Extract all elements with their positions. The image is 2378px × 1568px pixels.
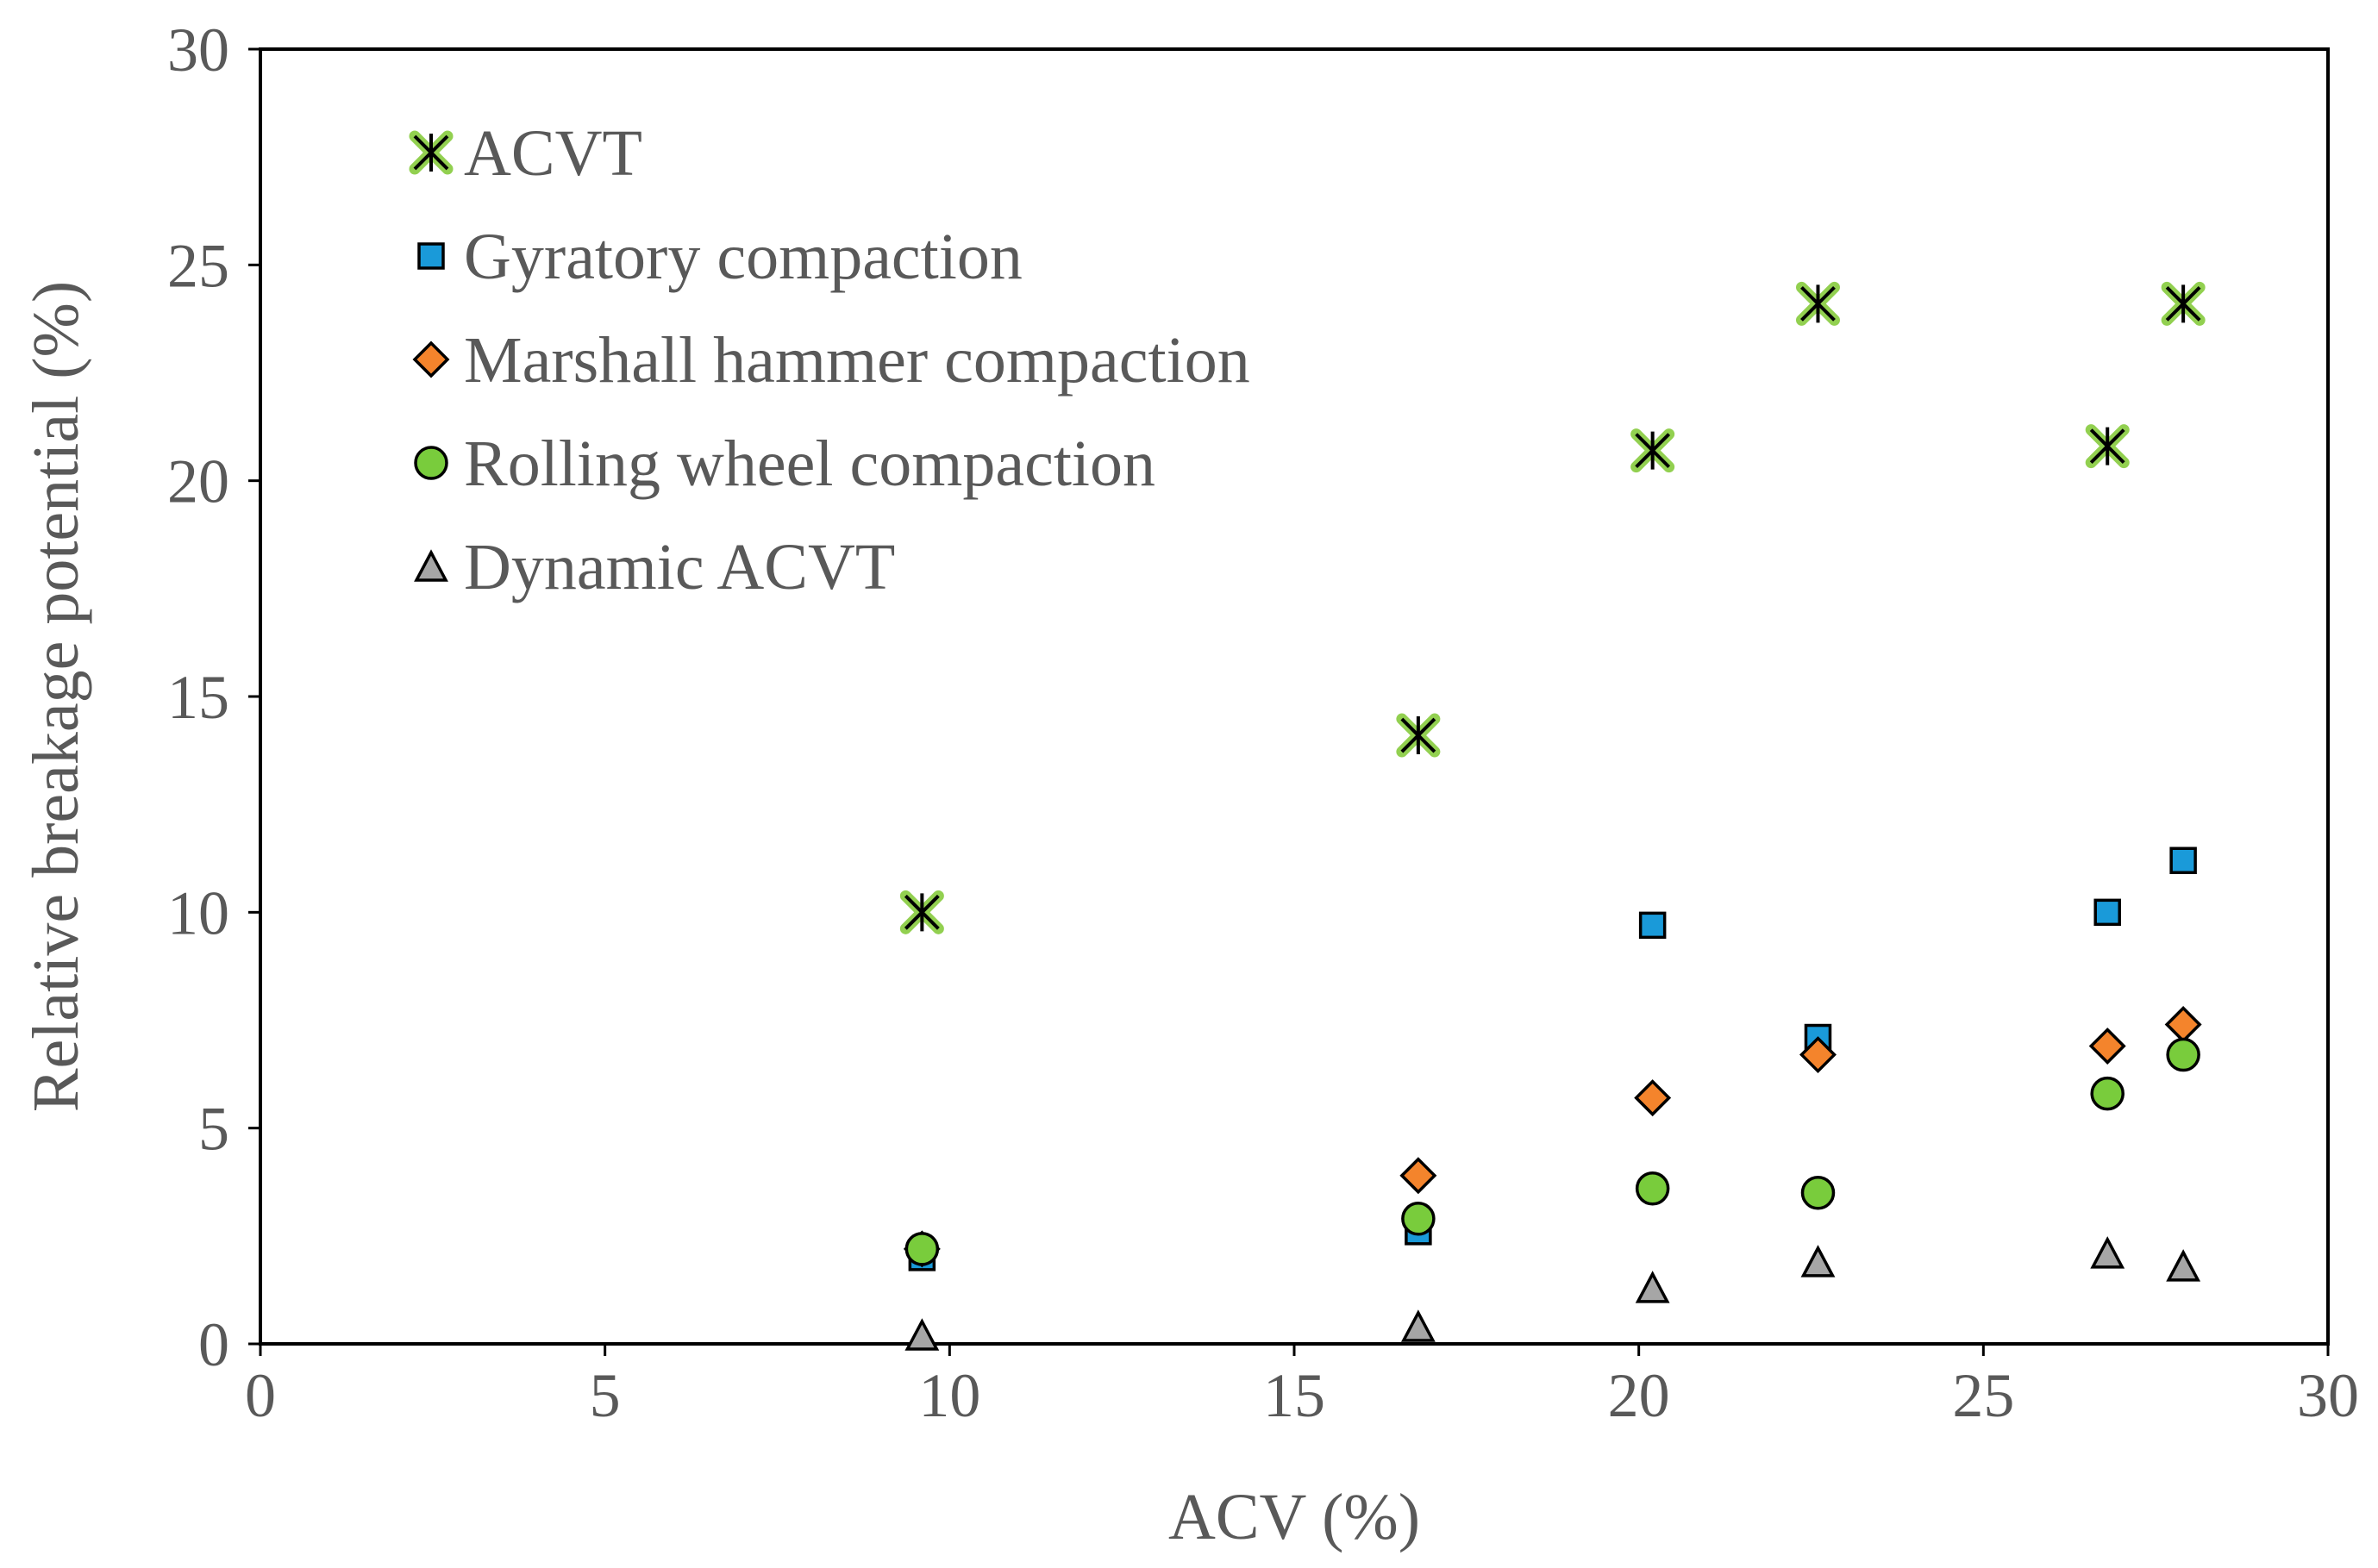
- legend-item-marshall-hammer-compaction: Marshall hammer compaction: [412, 324, 1250, 397]
- x-axis-ticks: 0 5 10 15 20 25 30: [245, 1344, 2359, 1430]
- marker-shape: [904, 1232, 940, 1266]
- marker-shape: [1800, 1176, 1836, 1210]
- marker-shape: [1800, 1245, 1836, 1278]
- marker-shape: [2090, 1236, 2125, 1269]
- legend-marker-dynamic-acvt: [414, 549, 448, 582]
- legend-label: Dynamic ACVT: [464, 531, 895, 603]
- data-point-dynamic-acvt: [1800, 1245, 1836, 1278]
- data-point-marshall-hammer-compaction: [1799, 1036, 1837, 1074]
- marker-shape: [2093, 898, 2121, 927]
- x-tick-label: 15: [1263, 1361, 1325, 1430]
- y-tick-label: 15: [167, 663, 229, 732]
- y-axis-ticks: 0 5 10 15 20 25 30: [167, 16, 260, 1379]
- y-tick-label: 5: [198, 1095, 229, 1164]
- legend-marker-marshall-hammer-compaction: [412, 340, 450, 378]
- data-point-gyratory-compaction: [2169, 846, 2197, 875]
- data-point-rolling-wheel-compaction: [2090, 1076, 2125, 1111]
- marker-shape: [2169, 846, 2197, 875]
- marker-shape: [1635, 1171, 1670, 1206]
- data-point-rolling-wheel-compaction: [1635, 1171, 1670, 1206]
- marker-shape: [1799, 1036, 1837, 1074]
- legend-item-rolling-wheel-compaction: Rolling wheel compaction: [414, 428, 1155, 500]
- legend-label: Gyratory compaction: [464, 221, 1023, 293]
- data-point-dynamic-acvt: [2090, 1236, 2125, 1269]
- marker-shape: [1400, 1309, 1436, 1342]
- legend-item-acvt: ACVT: [409, 117, 642, 190]
- x-tick-label: 25: [1952, 1361, 2014, 1430]
- marker-shape: [414, 549, 448, 582]
- plot-frame: [259, 47, 2330, 1346]
- legend-label: ACVT: [464, 117, 642, 190]
- x-tick-label: 10: [918, 1361, 980, 1430]
- y-tick-label: 0: [198, 1310, 229, 1379]
- data-point-acvt: [1795, 281, 1840, 326]
- data-point-gyratory-compaction: [2093, 898, 2121, 927]
- data-point-gyratory-compaction: [1638, 911, 1667, 940]
- legend-item-dynamic-acvt: Dynamic ACVT: [414, 531, 895, 603]
- y-tick-label: 25: [167, 231, 229, 300]
- marker-shape: [2166, 1249, 2201, 1282]
- marker-shape: [2088, 1028, 2126, 1065]
- x-tick-label: 30: [2297, 1361, 2359, 1430]
- marker-shape: [904, 1318, 940, 1351]
- marker-shape: [2166, 1037, 2200, 1072]
- marker-shape: [417, 242, 445, 270]
- legend-marker-gyratory-compaction: [417, 242, 445, 270]
- data-point-dynamic-acvt: [904, 1318, 940, 1351]
- legend-label: Rolling wheel compaction: [464, 428, 1155, 500]
- data-point-marshall-hammer-compaction: [1399, 1157, 1437, 1195]
- data-point-dynamic-acvt: [1400, 1309, 1436, 1342]
- y-axis-title: Relative breakage potential (%): [20, 281, 92, 1112]
- data-point-rolling-wheel-compaction: [904, 1232, 940, 1266]
- marker-shape: [2090, 1076, 2125, 1111]
- data-points: [899, 281, 2206, 1351]
- data-point-rolling-wheel-compaction: [2166, 1037, 2200, 1072]
- marker-shape: [414, 446, 448, 480]
- marker-shape: [412, 340, 450, 378]
- y-tick-label: 10: [167, 878, 229, 947]
- data-point-marshall-hammer-compaction: [2088, 1028, 2126, 1065]
- x-tick-label: 5: [590, 1361, 621, 1430]
- data-point-rolling-wheel-compaction: [1800, 1176, 1836, 1210]
- legend-marker-acvt: [409, 130, 454, 175]
- x-tick-label: 0: [245, 1361, 276, 1430]
- data-point-rolling-wheel-compaction: [1401, 1202, 1436, 1236]
- y-tick-label: 20: [167, 447, 229, 516]
- legend-item-gyratory-compaction: Gyratory compaction: [417, 221, 1023, 293]
- marker-shape: [1401, 1202, 1436, 1236]
- data-point-acvt: [1630, 428, 1675, 473]
- data-point-acvt: [2085, 424, 2130, 469]
- data-point-acvt: [1396, 713, 1441, 758]
- legend-label: Marshall hammer compaction: [464, 324, 1250, 397]
- marker-shape: [1638, 911, 1667, 940]
- legend: ACVT Gyratory compaction Marshall hammer c…: [409, 117, 1250, 603]
- data-point-acvt: [899, 890, 944, 934]
- marker-shape: [1399, 1157, 1437, 1195]
- y-tick-label: 30: [167, 16, 229, 84]
- marker-shape: [1634, 1079, 1672, 1117]
- x-tick-label: 20: [1608, 1361, 1670, 1430]
- marker-shape: [1635, 1271, 1670, 1303]
- x-axis-title: ACV (%): [1168, 1481, 1420, 1553]
- data-point-dynamic-acvt: [1635, 1271, 1670, 1303]
- data-point-marshall-hammer-compaction: [1634, 1079, 1672, 1117]
- data-point-dynamic-acvt: [2166, 1249, 2201, 1282]
- data-point-acvt: [2161, 281, 2206, 326]
- legend-marker-rolling-wheel-compaction: [414, 446, 448, 480]
